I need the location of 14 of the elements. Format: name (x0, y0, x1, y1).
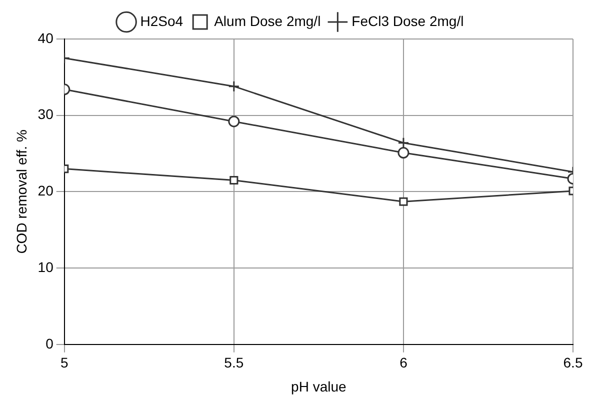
y-axis-title: COD removal eff. % (13, 130, 30, 254)
y-tick-label: 40 (38, 30, 54, 46)
legend-label: H2So4 (140, 12, 184, 29)
x-tick-label: 5 (60, 354, 68, 371)
x-tick-label: 5.5 (224, 354, 244, 371)
y-tick-label: 30 (38, 106, 54, 122)
y-tick-label: 10 (38, 258, 54, 275)
x-axis-title: pH value (291, 378, 347, 394)
x-tick-label: 6.5 (563, 354, 583, 371)
legend-label: FeCl3 Dose 2mg/l (352, 12, 464, 29)
y-tick-label: 20 (38, 182, 54, 199)
legend-label: Alum Dose 2mg/l (214, 12, 321, 29)
x-tick-label: 6 (400, 354, 408, 371)
y-tick-label: 0 (46, 335, 54, 352)
